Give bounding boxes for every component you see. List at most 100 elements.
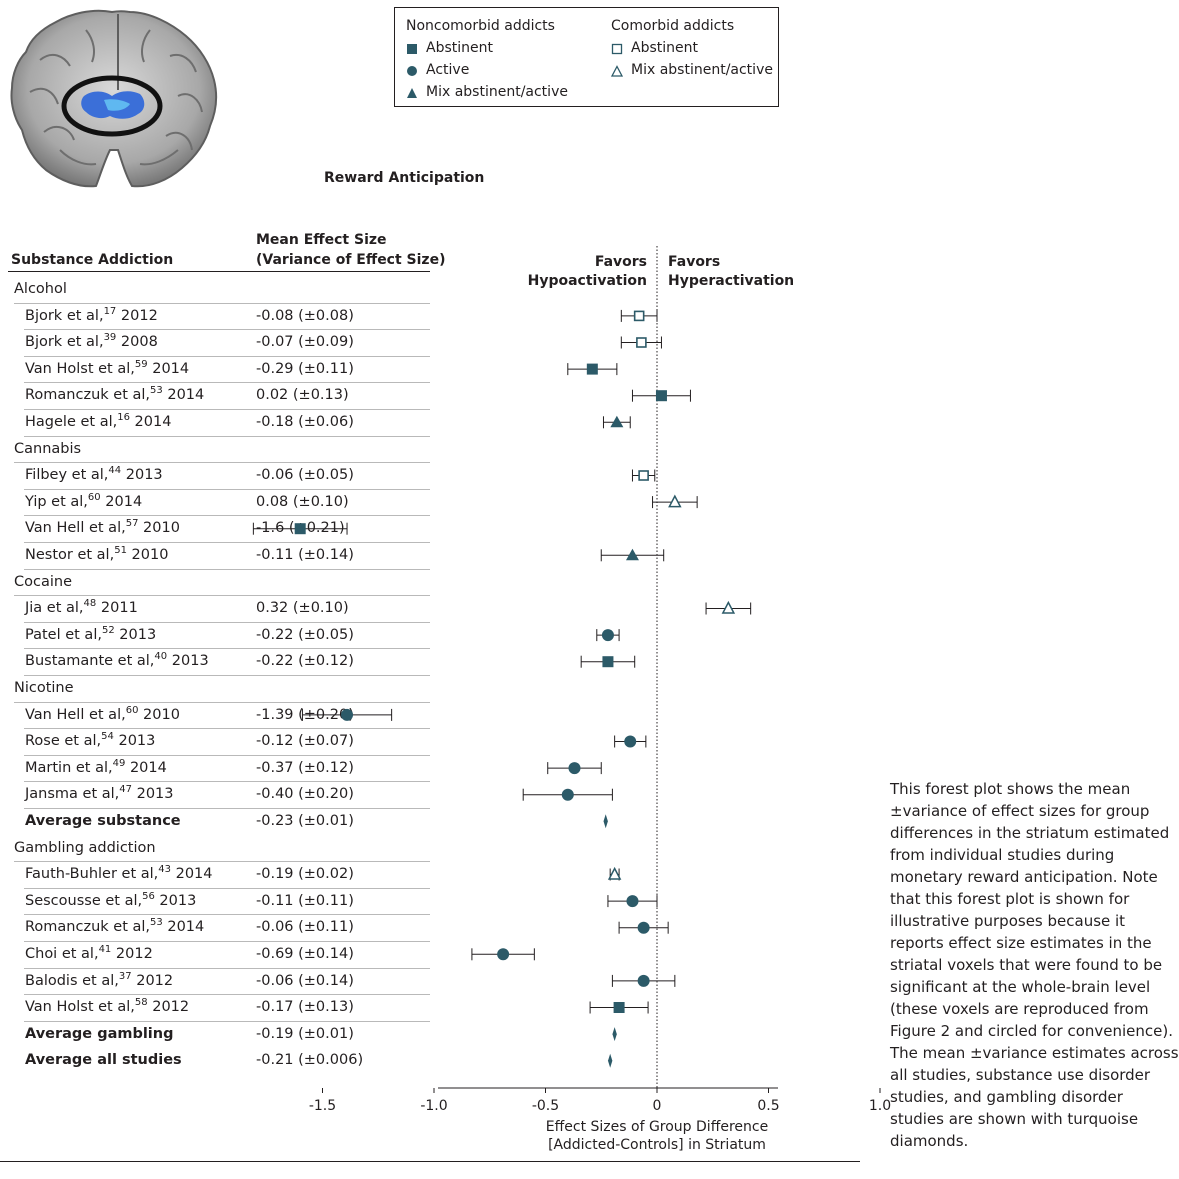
study-year: 2010 — [138, 706, 180, 723]
study-year: 2012 — [111, 946, 153, 962]
row-separator — [14, 595, 430, 597]
legend-label: Abstinent — [426, 40, 493, 56]
chart-title: Reward Anticipation — [324, 170, 485, 186]
filled-square-marker — [613, 1002, 625, 1013]
study-reference-number: 16 — [117, 412, 130, 423]
filled-circle-marker — [601, 629, 614, 642]
filled-triangle-icon — [407, 88, 417, 98]
study-author: Sescousse et al, — [25, 892, 143, 909]
row-separator — [24, 409, 430, 410]
study-author: Jansma et al, — [25, 786, 120, 803]
brain-coronal-slice-image — [10, 9, 218, 188]
study-reference-number: 57 — [125, 518, 139, 530]
open-triangle-icon — [611, 65, 623, 77]
group-label: Cannabis — [14, 440, 82, 457]
study-label: Nestor et al,51 2010 — [25, 546, 168, 564]
effect-size-value: -0.06 (±0.11) — [256, 919, 354, 936]
row-separator — [24, 568, 430, 570]
effect-size-value: -0.11 (±0.11) — [256, 892, 354, 909]
study-author: Van Hell et al, — [25, 706, 126, 723]
open-square-marker — [638, 470, 649, 481]
row-separator — [24, 515, 430, 517]
study-reference-number: 39 — [103, 332, 117, 344]
filled-circle-marker — [637, 974, 650, 987]
study-author: Van Holst et al, — [25, 360, 135, 377]
study-author: Fauth-Buhler et al, — [25, 866, 159, 883]
study-label: Hagele et al,16 2014 — [25, 413, 171, 431]
study-year: 2010 — [126, 547, 169, 563]
study-author: Martin et al, — [25, 759, 113, 776]
row-separator — [24, 754, 430, 756]
study-year: 2014 — [171, 866, 213, 883]
study-year: 2013 — [167, 653, 209, 670]
filled-circle-icon — [407, 66, 417, 76]
study-year: 2008 — [116, 334, 158, 351]
study-author: Balodis et al, — [25, 972, 119, 989]
study-label: Bjork et al,39 2008 — [25, 333, 158, 351]
study-label: Filbey et al,44 2013 — [25, 466, 163, 484]
figure-caption: This forest plot shows the mean ±varianc… — [890, 780, 1179, 1150]
effect-size-value: -0.08 (±0.08) — [256, 307, 354, 324]
study-year: 2013 — [154, 892, 197, 909]
average-diamond-marker — [603, 814, 608, 829]
study-author: Nestor et al, — [25, 547, 115, 563]
row-separator — [24, 648, 430, 650]
legend-comorbid-title: Comorbid addicts — [611, 18, 735, 34]
legend-label: Mix abstinent/active — [426, 84, 568, 100]
study-reference-number: 41 — [98, 944, 112, 955]
effect-size-value: -0.19 (±0.01) — [256, 1025, 354, 1042]
filled-square-marker — [602, 656, 614, 668]
average-label: Average all studies — [25, 1052, 182, 1069]
row-separator — [24, 781, 430, 783]
filled-circle-marker — [568, 762, 581, 775]
effect-size-value: -0.07 (±0.09) — [256, 334, 354, 351]
x-axis-label: Effect Sizes of Group Difference [Addict… — [494, 1118, 820, 1154]
x-axis-tick-label: -1.5 — [309, 1098, 336, 1114]
filled-square-icon — [407, 44, 417, 54]
study-label: Martin et al,49 2014 — [25, 758, 167, 777]
row-separator — [24, 808, 430, 809]
row-separator — [24, 887, 430, 889]
favors-left-line2: Hypoactivation — [527, 273, 647, 289]
average-diamond-marker — [612, 1027, 617, 1042]
effect-size-value: -0.21 (±0.006) — [256, 1052, 364, 1069]
study-reference-number: 58 — [134, 997, 148, 1009]
study-reference-number: 43 — [158, 864, 171, 876]
study-year: 2013 — [121, 467, 163, 484]
header-rule — [8, 271, 430, 272]
filled-circle-marker — [637, 921, 650, 934]
region-circle — [61, 75, 163, 137]
row-separator — [24, 435, 430, 437]
study-year: 2010 — [138, 520, 180, 537]
open-triangle-marker — [721, 600, 736, 614]
study-label: Romanczuk et al,53 2014 — [25, 918, 204, 936]
study-reference-number: 59 — [134, 358, 148, 370]
effect-size-value: -0.29 (±0.11) — [256, 360, 354, 377]
study-reference-number: 48 — [83, 598, 97, 610]
study-label: Sescousse et al,56 2013 — [25, 891, 197, 910]
row-separator — [14, 701, 430, 703]
filled-square-marker — [294, 523, 306, 535]
study-label: Patel et al,52 2013 — [25, 625, 157, 644]
study-label: Choi et al,41 2012 — [25, 945, 153, 963]
average-diamond-marker — [607, 1053, 613, 1068]
striatum-highlight — [81, 91, 145, 119]
row-separator — [24, 728, 430, 730]
study-author: Choi et al, — [25, 946, 99, 962]
open-triangle-marker — [668, 494, 682, 508]
study-reference-number: 60 — [125, 704, 139, 716]
study-label: Yip et al,60 2014 — [25, 492, 142, 511]
study-year: 2013 — [114, 626, 157, 643]
effect-size-value: -0.12 (±0.07) — [256, 733, 354, 750]
x-axis-tick-label: 0.5 — [757, 1098, 779, 1114]
column-header-effect-line1: Mean Effect Size — [256, 232, 387, 248]
filled-circle-marker — [497, 948, 510, 961]
study-year: 2014 — [129, 414, 172, 430]
filled-circle-marker — [624, 735, 637, 748]
average-label: Average substance — [25, 813, 181, 829]
study-author: Bustamante et al, — [25, 653, 155, 670]
row-separator — [14, 462, 430, 464]
study-year: 2014 — [162, 919, 205, 936]
study-label: Jansma et al,47 2013 — [25, 785, 174, 803]
